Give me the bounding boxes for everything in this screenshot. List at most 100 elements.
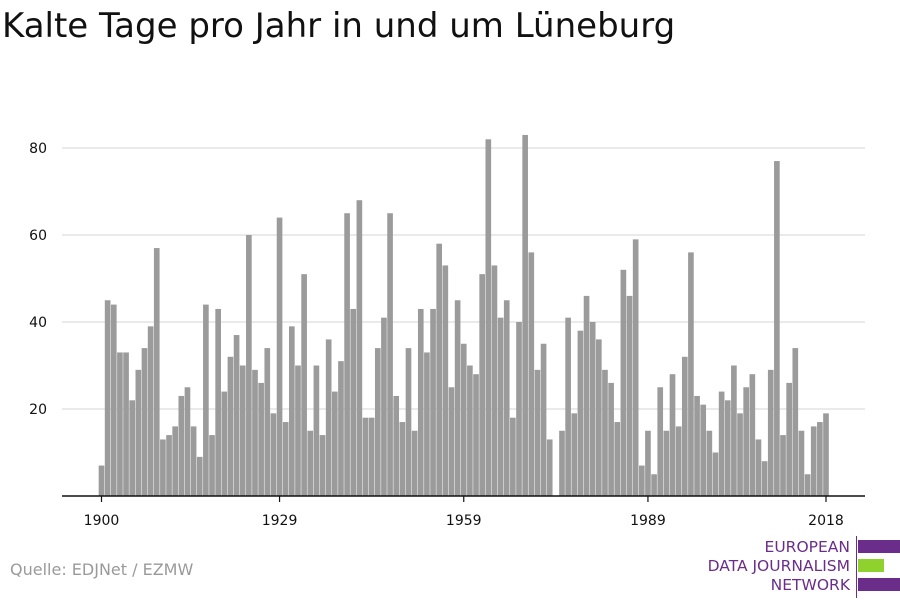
bar-1992 — [663, 430, 670, 496]
bar-2001 — [718, 391, 725, 496]
bar-1926 — [258, 382, 264, 496]
bar-1981 — [596, 339, 602, 496]
bar-1933 — [301, 274, 307, 496]
bar-1952 — [417, 308, 424, 496]
bar-1910 — [160, 439, 166, 496]
edjnet-logo: EUROPEAN DATA JOURNALISM NETWORK — [700, 536, 900, 598]
bar-1913 — [178, 395, 185, 496]
bar-chart: 20 40 60 80 1900 1929 1959 1989 2018 — [29, 134, 865, 529]
bar-1911 — [166, 435, 172, 496]
chart-title: Kalte Tage pro Jahr in und um Lüneburg — [2, 6, 676, 46]
bar-1995 — [681, 356, 688, 496]
bar-1909 — [153, 248, 160, 496]
bar-2013 — [792, 348, 799, 496]
bar-1919 — [215, 308, 221, 496]
logo-bar-purple-2 — [858, 578, 900, 591]
bar-1938 — [331, 391, 338, 496]
bar-1982 — [602, 369, 608, 496]
bar-1928 — [270, 413, 277, 496]
bar-1941 — [350, 308, 357, 496]
bar-1959 — [460, 343, 467, 496]
bar-1902 — [110, 304, 117, 496]
bar-1973 — [546, 439, 553, 496]
bar-1972 — [540, 343, 547, 496]
bar-1901 — [104, 300, 111, 496]
bar-1927 — [264, 348, 271, 496]
bar-1950 — [405, 348, 412, 496]
bar-1940 — [344, 213, 350, 496]
bar-1918 — [209, 435, 215, 496]
bar-1948 — [393, 395, 400, 496]
bar-1983 — [608, 382, 614, 496]
bar-1942 — [356, 200, 363, 496]
bar-1908 — [147, 326, 154, 496]
bar-1935 — [313, 365, 320, 496]
bar-2003 — [731, 365, 737, 496]
bar-2005 — [743, 387, 750, 496]
bars — [98, 134, 829, 497]
bar-1953 — [424, 352, 430, 496]
bar-1904 — [123, 352, 129, 496]
bar-2000 — [712, 452, 719, 496]
bar-1962 — [479, 274, 485, 496]
bar-1994 — [675, 426, 682, 496]
bar-2011 — [780, 435, 786, 496]
bar-1976 — [565, 317, 571, 496]
bar-2008 — [761, 461, 768, 496]
y-tick-label: 80 — [29, 141, 47, 157]
bar-1936 — [319, 435, 326, 496]
bar-2009 — [767, 369, 774, 496]
bar-1929 — [276, 217, 283, 496]
bar-1990 — [651, 474, 657, 496]
bar-1954 — [430, 308, 436, 496]
bar-2004 — [737, 413, 743, 496]
bar-1903 — [117, 352, 123, 496]
bar-1993 — [669, 374, 676, 496]
bar-1984 — [614, 422, 621, 496]
bar-1998 — [700, 404, 707, 496]
bar-1925 — [252, 369, 258, 496]
bar-2018 — [823, 413, 829, 496]
bar-2012 — [786, 382, 792, 496]
bar-1937 — [325, 339, 332, 496]
source-note: Quelle: EDJNet / EZMW — [10, 560, 194, 579]
bar-1987 — [632, 239, 639, 496]
bar-2016 — [810, 426, 817, 496]
bar-1920 — [221, 391, 228, 496]
bar-1931 — [289, 326, 295, 496]
bar-1970 — [528, 252, 535, 496]
bar-1977 — [571, 413, 578, 496]
bar-1968 — [516, 322, 522, 496]
bar-1947 — [387, 213, 393, 496]
bar-1906 — [135, 369, 142, 496]
bar-2002 — [724, 400, 731, 496]
bar-1945 — [374, 348, 381, 496]
bar-1955 — [436, 243, 443, 496]
x-tick-label: 1929 — [262, 513, 298, 529]
bar-1905 — [129, 400, 136, 496]
bar-1915 — [190, 426, 197, 496]
bar-1914 — [184, 387, 191, 496]
bar-1957 — [448, 387, 455, 496]
logo-line-2: DATA JOURNALISM — [707, 557, 850, 575]
bar-1980 — [589, 322, 596, 496]
bar-1923 — [239, 365, 246, 496]
bar-1934 — [307, 430, 314, 496]
axes: 20 40 60 80 1900 1929 1959 1989 2018 — [29, 141, 865, 529]
x-tick-label: 2018 — [808, 513, 844, 529]
bar-2014 — [798, 430, 805, 496]
bar-1991 — [657, 387, 664, 496]
bar-1966 — [503, 300, 510, 496]
bar-1917 — [203, 304, 209, 496]
logo-line-1: EUROPEAN — [764, 538, 850, 556]
bar-2017 — [817, 422, 823, 496]
bar-1979 — [583, 295, 590, 496]
bar-1985 — [620, 269, 627, 496]
logo-bar-green — [858, 559, 884, 572]
bar-1964 — [491, 265, 498, 496]
bar-1921 — [227, 356, 234, 496]
bar-1916 — [196, 456, 203, 496]
bar-2007 — [755, 439, 762, 496]
bar-1963 — [485, 139, 492, 497]
x-tick-label: 1959 — [446, 513, 482, 529]
